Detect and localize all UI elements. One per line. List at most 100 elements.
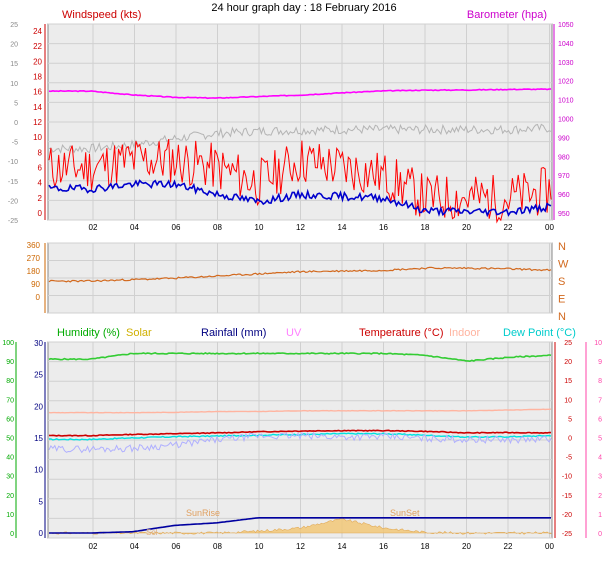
temp-tick-label: 5 — [568, 416, 572, 423]
temp-tick-label: -10 — [562, 474, 572, 481]
baro-tick-label: 1050 — [558, 22, 574, 29]
wind-outer-tick-label: -5 — [12, 140, 18, 147]
compass-tick-label: W — [558, 259, 569, 271]
wind-tick-label: 14 — [33, 103, 42, 112]
x-tick-label: 08 — [213, 542, 222, 551]
series-barometer-line — [48, 88, 552, 100]
uv-tick-label: 0 — [598, 531, 602, 538]
x-tick-label: 00 — [545, 223, 554, 232]
temp-tick-label: 0 — [568, 436, 572, 443]
wind-tick-label: 24 — [33, 27, 42, 36]
compass-tick-label: E — [558, 294, 565, 306]
series-wind-direction-line — [48, 266, 552, 283]
x-tick-label: 14 — [338, 542, 347, 551]
series-rainfall-line — [49, 517, 551, 534]
x-tick-label: 06 — [172, 542, 181, 551]
wind-outer-tick-label: 5 — [14, 100, 18, 107]
x-tick-label: 12 — [296, 542, 305, 551]
humidity-tick-label: 10 — [6, 512, 14, 519]
humidity-tick-label: 40 — [6, 455, 14, 462]
legend-temperature: Temperature (°C) — [359, 327, 443, 339]
x-tick-label: 22 — [504, 223, 513, 232]
legend-windspeed: Windspeed (kts) — [62, 9, 141, 21]
x-tick-label: 04 — [130, 223, 139, 232]
legend-barometer: Barometer (hpa) — [467, 9, 547, 21]
x-tick-label: 16 — [379, 542, 388, 551]
legend-indoor: Indoor — [449, 327, 481, 339]
series-dew-point-line — [48, 432, 552, 441]
uv-tick-label: 3 — [598, 474, 602, 481]
temp-tick-label: 25 — [564, 340, 572, 347]
series-humidity-line — [48, 352, 552, 363]
wind-tick-label: 8 — [38, 148, 43, 157]
annotation-sunset: SunSet — [390, 508, 420, 518]
baro-tick-label: 970 — [558, 173, 570, 180]
compass-tick-label: N — [558, 311, 566, 323]
legend-uv: UV — [286, 327, 302, 339]
series-temperature-line — [48, 429, 552, 437]
baro-tick-label: 1030 — [558, 60, 574, 67]
legend-solar: Solar — [126, 327, 152, 339]
x-tick-label: 22 — [504, 542, 513, 551]
temp-tick-label: -25 — [562, 531, 572, 538]
uv-tick-label: 4 — [598, 455, 602, 462]
uv-tick-label: 8 — [598, 378, 602, 385]
humidity-tick-label: 20 — [6, 493, 14, 500]
wind-outer-tick-label: -20 — [8, 198, 18, 205]
temp-tick-label: -15 — [562, 493, 572, 500]
rain-tick-label: 25 — [34, 371, 43, 380]
rain-tick-label: 10 — [34, 466, 43, 475]
humidity-tick-label: 50 — [6, 436, 14, 443]
series-indoor-line — [48, 408, 552, 414]
baro-tick-label: 1000 — [558, 117, 574, 124]
humidity-tick-label: 60 — [6, 416, 14, 423]
wind-tick-label: 0 — [38, 209, 43, 218]
baro-tick-label: 980 — [558, 154, 570, 161]
wind-tick-label: 22 — [33, 42, 42, 51]
rain-tick-label: 30 — [34, 339, 43, 348]
uv-tick-label: 5 — [598, 436, 602, 443]
legend-humidity: Humidity (%) — [57, 327, 120, 339]
wind-outer-tick-label: -15 — [8, 179, 18, 186]
panel-wind-barometer: Windspeed (kts) Barometer (hpa) 25201510… — [8, 9, 574, 232]
legend-dew-point: Dew Point (°C) — [503, 327, 576, 339]
x-tick-label: 02 — [89, 223, 98, 232]
rain-tick-label: 20 — [34, 402, 43, 411]
wind-tick-label: 4 — [38, 179, 43, 188]
x-tick-label: 16 — [379, 223, 388, 232]
direction-tick-label: 180 — [27, 267, 41, 276]
wind-outer-tick-label: -10 — [8, 159, 18, 166]
series-grey-line — [48, 123, 552, 154]
wind-tick-label: 18 — [33, 73, 42, 82]
rain-tick-label: 5 — [39, 497, 44, 506]
temp-tick-label: 15 — [564, 378, 572, 385]
panel-humidity-temperature: Humidity (%) Solar Rainfall (mm) UV Temp… — [2, 327, 602, 551]
wind-outer-tick-label: 25 — [10, 22, 18, 29]
x-tick-label: 10 — [255, 542, 264, 551]
x-tick-label: 00 — [545, 542, 554, 551]
baro-tick-label: 960 — [558, 192, 570, 199]
legend-rainfall: Rainfall (mm) — [201, 327, 266, 339]
uv-tick-label: 1 — [598, 512, 602, 519]
temp-tick-label: 20 — [564, 359, 572, 366]
direction-tick-label: 270 — [27, 254, 41, 263]
temp-tick-label: 10 — [564, 397, 572, 404]
wind-tick-label: 6 — [38, 164, 43, 173]
compass-tick-label: S — [558, 276, 565, 288]
x-tick-label: 14 — [338, 223, 347, 232]
wind-tick-label: 20 — [33, 57, 42, 66]
baro-tick-label: 1040 — [558, 41, 574, 48]
humidity-tick-label: 0 — [10, 531, 14, 538]
uv-tick-label: 2 — [598, 493, 602, 500]
direction-tick-label: 360 — [27, 241, 41, 250]
uv-tick-label: 6 — [598, 416, 602, 423]
wind-tick-label: 12 — [33, 118, 42, 127]
temp-tick-label: -5 — [566, 455, 572, 462]
wind-outer-tick-label: 0 — [14, 120, 18, 127]
baro-tick-label: 950 — [558, 211, 570, 218]
series-lavender-line — [48, 431, 552, 454]
wind-tick-label: 10 — [33, 133, 42, 142]
x-tick-label: 20 — [462, 223, 471, 232]
